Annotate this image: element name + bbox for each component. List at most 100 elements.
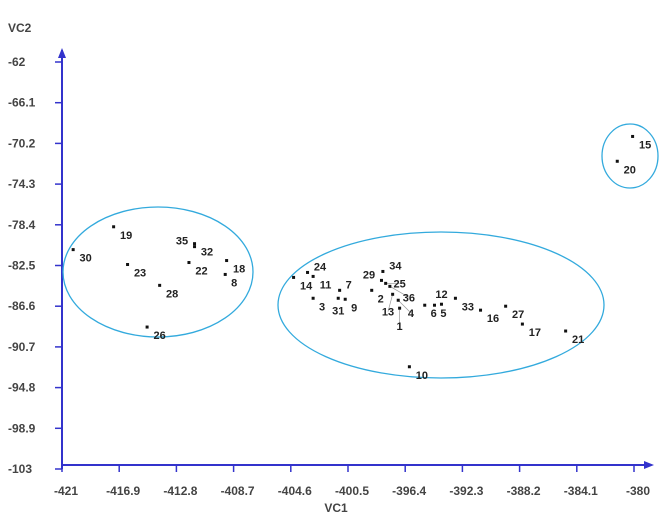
data-point: [225, 259, 229, 263]
point-label: 6: [431, 308, 437, 320]
point-label: 23: [134, 268, 146, 280]
x-tick-label: -388.2: [507, 484, 541, 498]
x-tick-label: -396.4: [392, 484, 426, 498]
data-point: [193, 245, 197, 249]
point-label: 28: [166, 288, 178, 300]
y-tick-label: -94.8: [8, 381, 36, 395]
x-tick-label: -412.8: [163, 484, 197, 498]
data-point: [158, 283, 162, 287]
point-label: 4: [408, 308, 415, 320]
y-tick-label: -103: [8, 462, 32, 476]
data-point: [338, 288, 342, 292]
x-tick-label: -408.7: [221, 484, 255, 498]
data-point: [370, 288, 374, 292]
data-point: [187, 261, 191, 265]
data-point: [564, 329, 568, 333]
data-point: [379, 278, 383, 282]
point-label: 8: [231, 277, 237, 289]
point-label: 20: [624, 164, 636, 176]
x-tick-label: -400.5: [335, 484, 369, 498]
point-label: 19: [120, 230, 132, 242]
data-point: [407, 365, 411, 369]
x-tick-label: -380: [626, 484, 650, 498]
data-point: [311, 274, 315, 278]
label-leader-line: [389, 286, 410, 298]
point-label: 36: [403, 292, 415, 304]
label-leader-line: [397, 299, 412, 314]
point-label: 18: [233, 264, 245, 276]
data-point: [432, 303, 436, 307]
y-tick-label: -66.1: [8, 96, 36, 110]
point-label: 9: [351, 302, 357, 314]
point-label: 16: [487, 313, 499, 325]
data-point: [336, 296, 340, 300]
point-label: 13: [382, 307, 394, 319]
data-point: [631, 134, 635, 138]
data-point: [615, 159, 619, 163]
data-point: [398, 306, 402, 310]
point-label: 1: [397, 321, 403, 333]
point-label: 24: [314, 261, 327, 273]
label-leaders: [385, 283, 412, 327]
x-tick-label: -384.1: [564, 484, 598, 498]
point-label: 26: [153, 330, 165, 342]
data-point: [112, 225, 116, 229]
point-label: 3: [319, 301, 325, 313]
point-label: 17: [529, 327, 541, 339]
point-label: 30: [80, 253, 92, 265]
data-point: [423, 303, 427, 307]
point-label: 11: [320, 279, 332, 291]
y-tick-label: -90.7: [8, 340, 36, 354]
data-point: [145, 325, 149, 329]
y-tick-label: -62: [8, 55, 26, 69]
point-label: 33: [462, 301, 474, 313]
x-tick-label: -421: [54, 484, 78, 498]
data-points: 30 19 23 28 26 32 35 22 188 14 24 11 3 7 31 9 2 34 29 25 36 1…: [71, 134, 651, 382]
y-tick-label: -82.5: [8, 259, 36, 273]
x-axis-arrow: [644, 461, 654, 469]
y-axis-title: VC2: [8, 21, 32, 35]
data-point: [292, 275, 296, 279]
data-point: [388, 284, 392, 288]
data-point: [311, 296, 315, 300]
data-point: [520, 322, 524, 326]
data-point: [71, 248, 75, 252]
data-point: [126, 263, 130, 267]
point-label: 29: [363, 269, 375, 281]
point-label: 22: [195, 266, 207, 278]
label-leader-line: [387, 294, 393, 312]
data-point: [391, 292, 395, 296]
point-label: 15: [639, 139, 651, 151]
y-tick-label: -70.2: [8, 136, 36, 150]
data-point: [479, 308, 483, 312]
point-label: 5: [440, 308, 446, 320]
point-label: 7: [346, 279, 352, 291]
x-tick-label: -392.3: [449, 484, 483, 498]
x-axis-title: VC1: [324, 501, 348, 515]
data-point: [453, 296, 457, 300]
data-point: [439, 302, 443, 306]
data-point: [306, 270, 310, 274]
axes: -62 -66.1 -70.2 -74.3 -78.4 -82.5 -86.6 -90.7 -9…: [8, 48, 654, 498]
point-label: 31: [332, 305, 344, 317]
y-tick-label: -86.6: [8, 299, 36, 313]
point-label: 32: [201, 247, 213, 259]
cluster-ellipses: [62, 123, 659, 379]
data-point: [504, 304, 508, 308]
data-point: [193, 242, 197, 246]
x-tick-label: -404.6: [278, 484, 312, 498]
x-tick-label: -416.9: [106, 484, 140, 498]
data-point: [384, 281, 388, 285]
data-point: [343, 297, 347, 301]
data-point: [381, 269, 385, 273]
point-label: 2: [378, 293, 384, 305]
point-label: 35: [176, 236, 188, 248]
point-label: 27: [512, 309, 524, 321]
y-tick-label: -74.3: [8, 177, 36, 191]
point-label: 21: [572, 334, 584, 346]
point-label: 34: [389, 260, 402, 272]
point-label: 10: [416, 370, 428, 382]
point-label: 25: [394, 278, 406, 290]
point-label: 12: [435, 289, 447, 301]
